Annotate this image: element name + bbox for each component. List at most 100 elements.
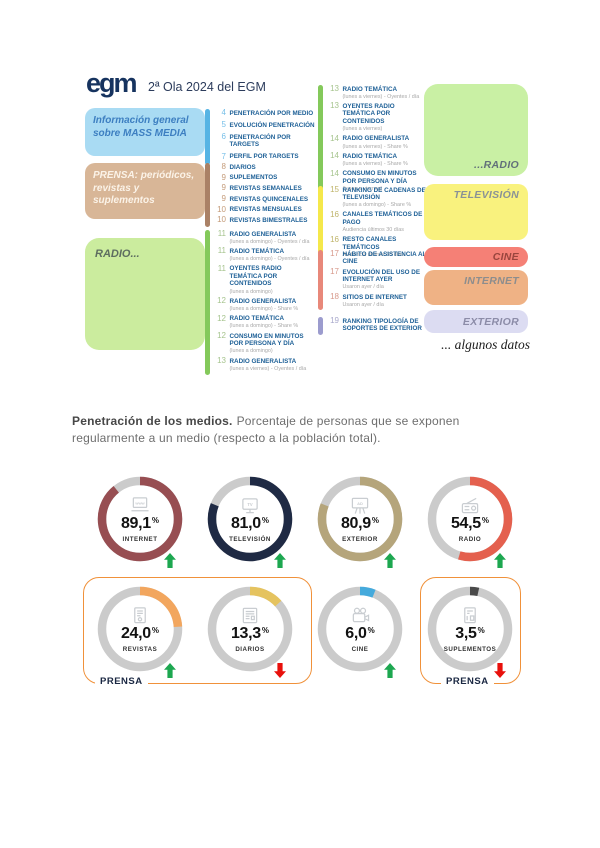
laptop-www-icon: www — [128, 496, 152, 515]
toc-item-label: RANKING DE CADENAS DE TELEVISIÓN — [342, 186, 426, 202]
donut-ring — [317, 586, 403, 672]
svg-text:AD: AD — [357, 500, 363, 505]
toc-item-label: HÁBITO DE ASISTENCIA AL CINE — [342, 250, 427, 266]
toc-item-label: CONSUMO EN MINUTOS POR PERSONA Y DÍA — [342, 170, 417, 185]
donut-value-arc — [427, 476, 513, 562]
toc-item-body: RANKING TIPOLOGÍA DE SOPORTES DE EXTERIO… — [343, 317, 429, 333]
toc-item-label: RADIO GENERALISTA — [342, 135, 410, 143]
donut-value: 24,0% — [120, 624, 160, 642]
donut-internet: www 89,1% INTERNET — [95, 474, 185, 568]
percent-sign: % — [151, 515, 160, 525]
section-color-bar — [318, 186, 323, 261]
section-heading: Penetración de los medios. Porcentaje de … — [72, 413, 508, 446]
toc-item: 19 RANKING TIPOLOGÍA DE SOPORTES DE EXTER… — [328, 317, 428, 333]
donut-ring — [97, 586, 183, 672]
donut-ring — [317, 476, 403, 562]
toc-item-body: REVISTAS QUINCENALES — [230, 195, 316, 203]
toc-item: 10 REVISTAS BIMESTRALES — [215, 216, 315, 224]
donut-center: 6,0% CINE — [315, 584, 405, 674]
toc-item: 16 CANALES TEMÁTICOS DE PAGO Audiencia últ… — [328, 211, 428, 234]
toc-item-label: RANKING TIPOLOGÍA DE SOPORTES DE EXTERIO… — [342, 317, 422, 333]
toc-item: 13 RADIO TEMÁTICA (lunes a viernes) - Oyen… — [328, 85, 428, 100]
toc-item-page-number: 10 — [217, 215, 226, 225]
donut-label: REVISTAS — [122, 645, 158, 653]
trend-up-arrow-icon — [164, 663, 176, 678]
radio-icon — [458, 496, 482, 515]
svg-text:www: www — [134, 500, 145, 505]
toc-item-body: RADIO TEMÁTICA (lunes a viernes) - Oyente… — [343, 85, 429, 100]
toc-item-subtitle: Audiencia últimos 30 días — [342, 252, 404, 259]
toc-item: 12 CONSUMO EN MINUTOS POR PERSONA Y DÍA (l… — [215, 332, 315, 355]
toc-item: 9 REVISTAS SEMANALES — [215, 184, 315, 192]
toc-item-label: REVISTAS MENSUALES — [229, 206, 302, 214]
toc-item-body: OYENTES RADIO TEMÁTICA POR CONTENIDOS (lu… — [230, 265, 316, 295]
donut-value-arc — [207, 476, 293, 562]
toc-item-body: RADIO GENERALISTA (lunes a viernes) - Sha… — [343, 135, 429, 150]
legend-box-label: ...RADIO — [474, 159, 519, 171]
toc-item-page-number: 15 — [330, 185, 339, 194]
legend-box-radio: ...RADIO — [424, 84, 528, 176]
egm-logo: egm — [86, 68, 138, 98]
toc-item-page-number: 17 — [330, 267, 339, 277]
toc-item-label: RADIO GENERALISTA — [229, 357, 297, 365]
percent-sign: % — [477, 625, 485, 635]
toc-item-label: REVISTAS BIMESTRALES — [229, 216, 308, 224]
donut-value-arc — [207, 586, 293, 672]
toc-item: 7 PERFIL POR TARGETS — [215, 152, 315, 161]
donut-value-arc — [317, 476, 403, 562]
legend-box-label: TELEVISIÓN — [453, 189, 519, 201]
toc-item-body: RESTO CANALES TEMÁTICOS Audiencia últimos… — [343, 236, 429, 259]
toc-item-subtitle: (lunes a viernes) - Oyentes / día — [229, 365, 307, 372]
section-color-bar — [205, 109, 210, 165]
toc-item-label: REVISTAS SEMANALES — [229, 184, 302, 192]
toc-item-body: RADIO TEMÁTICA (lunes a domingo) - Oyente… — [230, 247, 316, 262]
newspaper-icon — [238, 606, 262, 625]
toc-item-body: RANKING DE CADENAS DE TELEVISIÓN (lunes a… — [343, 186, 429, 209]
legend-box-internet: INTERNET — [424, 270, 528, 305]
donut-value: 81,0% — [230, 514, 270, 532]
prensa-group-label: PRENSA — [95, 676, 148, 687]
donut-label: RADIO — [458, 535, 482, 543]
toc-item: 10 REVISTAS MENSUALES — [215, 205, 315, 214]
donut-ring — [97, 476, 183, 562]
toc-box-label: RADIO... — [95, 248, 140, 260]
svg-text:TV: TV — [247, 502, 253, 507]
toc-item-page-number: 13 — [217, 356, 226, 366]
toc-item-label: OYENTES RADIO TEMÁTICA POR CONTENIDOS — [342, 102, 395, 126]
toc-box-mass-media: Información general sobre MASS MEDIA — [85, 108, 205, 156]
toc-item-subtitle: (lunes a viernes) - Share % — [342, 160, 408, 167]
toc-item-body: RADIO GENERALISTA (lunes a viernes) - Oye… — [230, 357, 316, 372]
toc-box-label: Información general sobre MASS MEDIA — [93, 115, 189, 139]
toc-item-subtitle: Usaron ayer / día — [342, 284, 384, 291]
toc-item-page-number: 14 — [330, 151, 339, 161]
toc-item-body: RADIO TEMÁTICA (lunes a domingo) - Share … — [230, 315, 316, 330]
toc-item: 18 SITIOS DE INTERNET Usaron ayer / día — [328, 293, 428, 308]
toc-item-page-number: 18 — [330, 292, 339, 302]
toc-item-label: CONSUMO EN MINUTOS POR PERSONA Y DÍA — [229, 332, 304, 348]
legend-box-label: INTERNET — [464, 275, 519, 287]
toc-item-label: RADIO TEMÁTICA — [229, 315, 285, 323]
toc-item-page-number: 13 — [330, 101, 339, 111]
toc-item-label: RADIO TEMÁTICA — [229, 247, 285, 255]
supplement-icon — [458, 606, 482, 625]
donut-center: 54,5% RADIO — [425, 474, 515, 564]
toc-item-subtitle: (lunes a viernes) — [342, 126, 383, 133]
toc-item-label: RADIO TEMÁTICA — [342, 152, 398, 160]
donut-value-arc — [427, 586, 513, 672]
toc-box-prensa: PRENSA: periódicos, revistas y suplement… — [85, 163, 205, 219]
toc-item: 14 RADIO GENERALISTA (lunes a viernes) - S… — [328, 134, 429, 150]
toc-box-radio: RADIO... — [85, 238, 205, 350]
toc-item: 4 PENETRACIÓN POR MEDIO — [215, 108, 315, 117]
toc-item-page-number: 12 — [217, 296, 226, 306]
donut-televisión: TV 81,0% TELEVISIÓN — [205, 474, 295, 568]
toc-item: 12 RADIO TEMÁTICA (lunes a domingo) - Shar… — [215, 313, 316, 330]
toc-list: 19 RANKING TIPOLOGÍA DE SOPORTES DE EXTER… — [318, 317, 428, 336]
toc-list: 4 PENETRACIÓN POR MEDIO 5 EVOLUCIÓN PENETRA… — [205, 108, 315, 165]
toc-item-page-number: 11 — [217, 229, 226, 238]
toc-item-body: HÁBITO DE ASISTENCIA AL CINE — [343, 250, 429, 266]
toc-item-page-number: 12 — [217, 313, 226, 323]
toc-item-body: RADIO GENERALISTA (lunes a domingo) - Oye… — [230, 230, 316, 245]
toc-item-subtitle: (lunes a domingo) - Share % — [229, 323, 299, 330]
toc-item-page-number: 9 — [221, 183, 226, 193]
